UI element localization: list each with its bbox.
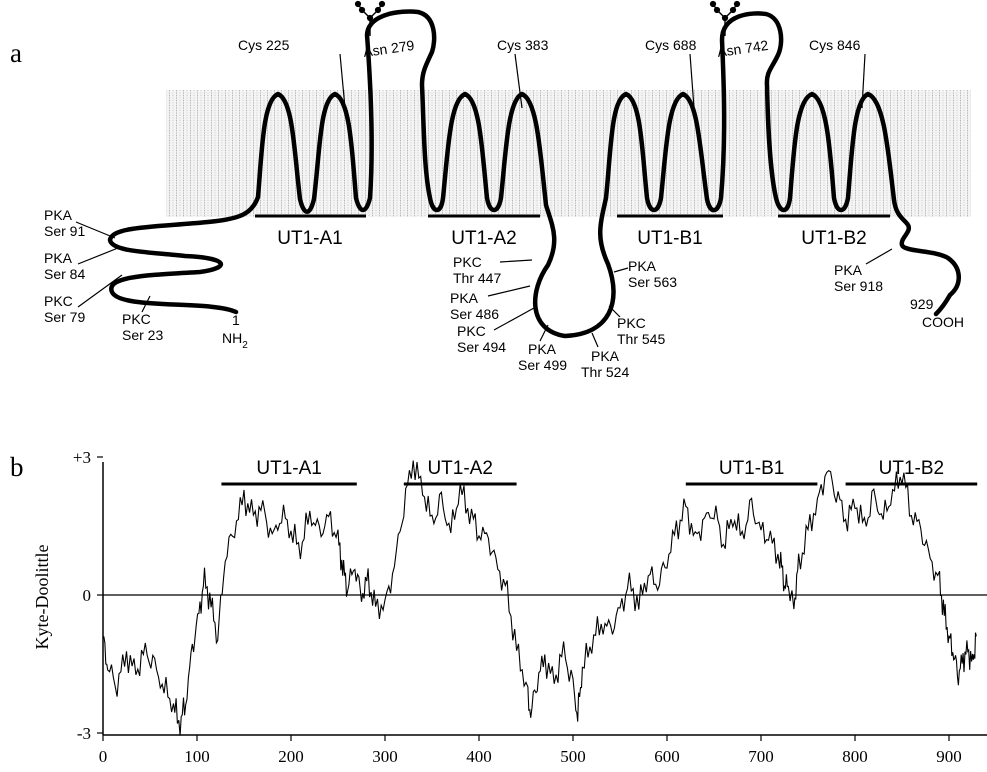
site-loop3-leader <box>493 307 535 331</box>
site-loop4-leader <box>539 324 549 342</box>
site-c1-leader <box>865 248 893 265</box>
site-loop7-kinase: PKA <box>628 258 657 274</box>
site-loop3-kinase: PKC <box>457 323 486 339</box>
panel-b-label: b <box>10 452 24 482</box>
segment-label-a1: UT1-A1 <box>277 228 342 249</box>
x-tick-label: 400 <box>466 747 492 766</box>
protein-chain <box>107 9 961 339</box>
site-n2-residue: Ser 84 <box>44 266 85 282</box>
site-loop1-kinase: PKC <box>453 254 482 270</box>
site-c1-kinase: PKA <box>834 262 863 278</box>
site-loop7-residue: Ser 563 <box>628 274 677 290</box>
site-n1-kinase: PKA <box>44 207 73 223</box>
glycan-tree-2 <box>709 0 741 36</box>
cys-label-2: Cys 383 <box>497 37 549 53</box>
site-loop4-kinase: PKA <box>528 341 557 357</box>
plot-axes: 0 100 200 300 400 500 600 700 800 900 +3 0 -3 Kyte-… <box>32 448 987 766</box>
segment-label-b1: UT1-B1 <box>637 228 702 249</box>
hydropathy-segment-label-a1: UT1-A1 <box>256 458 321 479</box>
site-n1-residue: Ser 91 <box>44 223 85 239</box>
panel-a-label: a <box>10 38 22 68</box>
cys-leader-4 <box>861 53 866 109</box>
site-loop2-leader <box>487 285 531 297</box>
c-term-label: COOH <box>922 314 964 330</box>
cys-leader-2 <box>514 53 523 109</box>
site-n3-leader <box>77 274 123 308</box>
x-tick-label: 800 <box>842 747 868 766</box>
site-loop1-leader <box>499 259 533 263</box>
cys-label-1: Cys 225 <box>238 37 290 53</box>
hydropathy-line <box>102 460 977 736</box>
panel-a: a <box>10 0 971 380</box>
y-ticks: +3 0 -3 <box>73 448 103 743</box>
x-ticks: 0 100 200 300 400 500 600 700 800 900 <box>99 735 962 766</box>
site-n4-kinase: PKC <box>122 311 151 327</box>
x-tick-label: 900 <box>936 747 962 766</box>
site-c1-residue: Ser 918 <box>834 278 883 294</box>
segment-label-a2: UT1-A2 <box>451 228 516 249</box>
site-loop2-kinase: PKA <box>450 290 479 306</box>
x-tick-label: 600 <box>654 747 680 766</box>
asn-label-2: Asn 742 <box>716 37 769 60</box>
x-tick-label: 500 <box>560 747 586 766</box>
site-loop1-residue: Thr 447 <box>453 270 501 286</box>
site-n3-kinase: PKC <box>44 293 73 309</box>
x-tick-label: 100 <box>184 747 210 766</box>
site-loop6-kinase: PKC <box>617 315 646 331</box>
site-n1-leader <box>75 221 116 239</box>
site-n4-residue: Ser 23 <box>122 327 163 343</box>
site-loop2-residue: Ser 486 <box>450 306 499 322</box>
x-tick-label: 300 <box>372 747 398 766</box>
cys-leader-3 <box>689 53 695 109</box>
site-n4-leader <box>141 295 151 313</box>
x-tick-label: 200 <box>278 747 304 766</box>
glycan-tree-1 <box>354 0 386 36</box>
y-tick-label: 0 <box>83 586 92 605</box>
site-n2-leader <box>77 247 119 265</box>
site-loop5-residue: Thr 524 <box>581 364 629 380</box>
c-term-number: 929 <box>910 296 934 312</box>
x-tick-label: 0 <box>99 747 108 766</box>
site-loop6-leader <box>608 305 621 318</box>
y-axis-label: Kyte-Doolittle <box>32 545 52 650</box>
asn-label-1: Asn 279 <box>362 37 415 60</box>
site-loop5-leader <box>591 332 599 348</box>
site-loop7-leader <box>613 267 629 273</box>
hydropathy-segment-label-a2: UT1-A2 <box>427 458 492 479</box>
panel-b: b UT1-A1 UT1-A2 UT1-B1 UT1-B2 0 100 200 300… <box>10 448 987 766</box>
cys-leader-1 <box>339 53 346 109</box>
n-term-number: 1 <box>232 312 240 328</box>
site-n2-kinase: PKA <box>44 250 73 266</box>
cys-label-3: Cys 688 <box>645 37 697 53</box>
segment-labels-b: UT1-A1 UT1-A2 UT1-B1 UT1-B2 <box>256 458 944 479</box>
site-loop5-kinase: PKA <box>591 348 620 364</box>
cys-label-4: Cys 846 <box>809 37 861 53</box>
hydropathy-segment-label-b2: UT1-B2 <box>879 458 944 479</box>
y-tick-label: +3 <box>73 448 91 467</box>
hydropathy-segment-label-b1: UT1-B1 <box>719 458 784 479</box>
y-tick-label: -3 <box>77 724 91 743</box>
site-loop6-residue: Thr 545 <box>617 331 665 347</box>
segment-label-b2: UT1-B2 <box>801 228 866 249</box>
n-term-label: NH2 <box>222 330 248 351</box>
site-n3-residue: Ser 79 <box>44 309 85 325</box>
site-loop3-residue: Ser 494 <box>457 339 506 355</box>
site-loop4-residue: Ser 499 <box>518 357 567 373</box>
x-tick-label: 700 <box>748 747 774 766</box>
